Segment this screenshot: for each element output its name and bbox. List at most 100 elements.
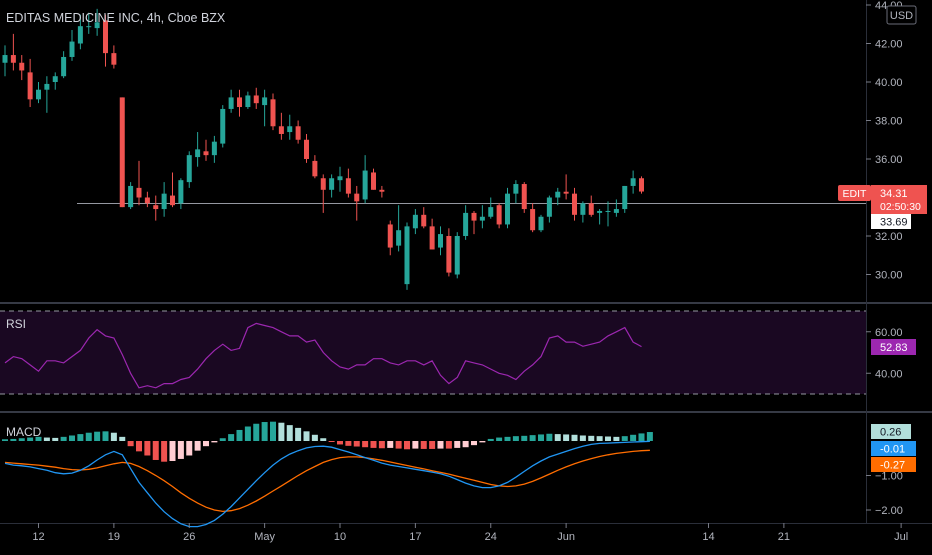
candle-body — [287, 126, 293, 133]
time-axis-label: 24 — [485, 531, 497, 543]
macd-histogram-bar — [177, 441, 184, 459]
macd-histogram-bar — [136, 441, 142, 452]
candle-body — [170, 195, 175, 206]
rsi-axis-label: 60.00 — [875, 327, 903, 339]
candle-body — [278, 126, 284, 134]
macd-histogram-bar — [638, 433, 645, 441]
candle-body — [463, 212, 469, 236]
macd-histogram-bar — [10, 438, 17, 441]
candle-body — [488, 207, 494, 217]
candle-body — [438, 234, 443, 248]
candle-body — [36, 89, 41, 100]
candle-body — [605, 210, 611, 212]
macd-histogram-bar — [646, 432, 653, 441]
last-price-tag[interactable]: 34.31 02:50:30 — [871, 185, 927, 214]
candle-body — [479, 216, 485, 221]
candle-body — [613, 209, 619, 213]
macd-histogram-bar — [387, 441, 394, 448]
macd-label: MACD — [6, 425, 42, 439]
macd-histogram-bar — [127, 441, 134, 447]
macd-histogram-bar — [521, 435, 528, 441]
time-axis-label: Jul — [894, 531, 908, 543]
macd-histogram-bar — [244, 426, 251, 441]
macd-histogram-bar — [270, 421, 276, 441]
macd-histogram-bar — [437, 441, 444, 449]
macd-histogram-bar — [337, 441, 343, 445]
candle-body — [211, 141, 217, 156]
candle-body — [136, 187, 142, 198]
candle-body — [245, 95, 251, 108]
macd-histogram-bar — [102, 431, 109, 441]
currency-button[interactable]: USD — [886, 5, 917, 25]
time-axis-label: 19 — [108, 531, 120, 543]
candle-body — [2, 55, 8, 63]
price-axis-label: 38.00 — [875, 116, 903, 128]
macd-histogram-bar — [320, 438, 327, 441]
candle-body — [237, 97, 242, 108]
macd-histogram-bar — [496, 437, 503, 441]
candles-group — [2, 8, 644, 290]
symbol-tag-text: EDIT — [843, 188, 868, 200]
rsi-group — [4, 322, 642, 389]
candle-body — [44, 83, 50, 90]
macd-histogram-bar — [85, 432, 92, 441]
macd-line-tag[interactable]: -0.01 — [871, 441, 916, 456]
macd-signal-tag[interactable]: -0.27 — [871, 457, 916, 472]
candle-body — [178, 180, 184, 204]
countdown-text: 02:50:30 — [880, 201, 921, 213]
macd-histogram-bar — [152, 441, 159, 460]
macd-histogram-bar — [621, 436, 628, 441]
macd-group — [2, 421, 653, 528]
candle-body — [69, 41, 75, 57]
macd-histogram-bar — [563, 434, 570, 441]
candle-body — [538, 216, 544, 231]
candle-body — [295, 126, 301, 140]
candle-body — [546, 197, 552, 217]
time-axis-label: May — [254, 531, 275, 543]
macd-histogram-bar — [261, 422, 268, 441]
rsi-value-tag[interactable]: 52.83 — [871, 339, 916, 355]
macd-hist-text: 0.26 — [880, 427, 901, 439]
chart-title: EDITAS MEDICINE INC, 4h, Cboe BZX — [6, 11, 226, 25]
time-axis[interactable]: 12 19 26 May 10 17 24 Jun 14 21 Jul — [32, 523, 908, 543]
macd-histogram-bar — [2, 439, 8, 441]
macd-histogram-bar — [94, 431, 101, 441]
candle-body — [304, 139, 309, 159]
candle-body — [270, 99, 276, 127]
candle-body — [354, 193, 360, 202]
candle-body — [572, 193, 577, 215]
price-axis[interactable]: 44.0042.0040.0038.0036.0034.0032.0030.00… — [866, 0, 903, 517]
line-price-tag[interactable]: 33.69 — [871, 214, 911, 229]
time-axis-label: 14 — [702, 531, 714, 543]
macd-histogram-bar — [462, 441, 469, 448]
macd-histogram-bar — [194, 441, 201, 451]
candle-body — [27, 72, 33, 100]
candle-body — [320, 178, 326, 190]
candle-body — [580, 203, 586, 215]
candle-body — [161, 193, 167, 210]
macd-histogram-bar — [630, 434, 637, 441]
macd-histogram-bar — [487, 438, 494, 441]
macd-histogram-bar — [538, 434, 544, 441]
macd-histogram-bar — [605, 436, 611, 441]
candle-body — [19, 62, 25, 71]
line-price-text: 33.69 — [880, 217, 908, 229]
macd-histogram-bar — [303, 431, 310, 441]
macd-histogram-bar — [119, 436, 126, 441]
candle-body — [10, 55, 16, 63]
symbol-price-tag[interactable]: EDIT — [838, 185, 871, 201]
candle-body — [513, 184, 519, 194]
macd-histogram-bar — [295, 427, 302, 441]
macd-hist-tag[interactable]: 0.26 — [871, 424, 911, 439]
candle-body — [195, 149, 201, 158]
macd-histogram-bar — [69, 435, 75, 441]
time-axis-label: 12 — [32, 531, 44, 543]
candle-body — [505, 193, 510, 225]
candle-body — [220, 108, 226, 144]
macd-histogram-bar — [27, 437, 34, 441]
candle-body — [103, 20, 108, 54]
macd-histogram-bar — [479, 441, 486, 443]
candle-body — [144, 197, 150, 204]
